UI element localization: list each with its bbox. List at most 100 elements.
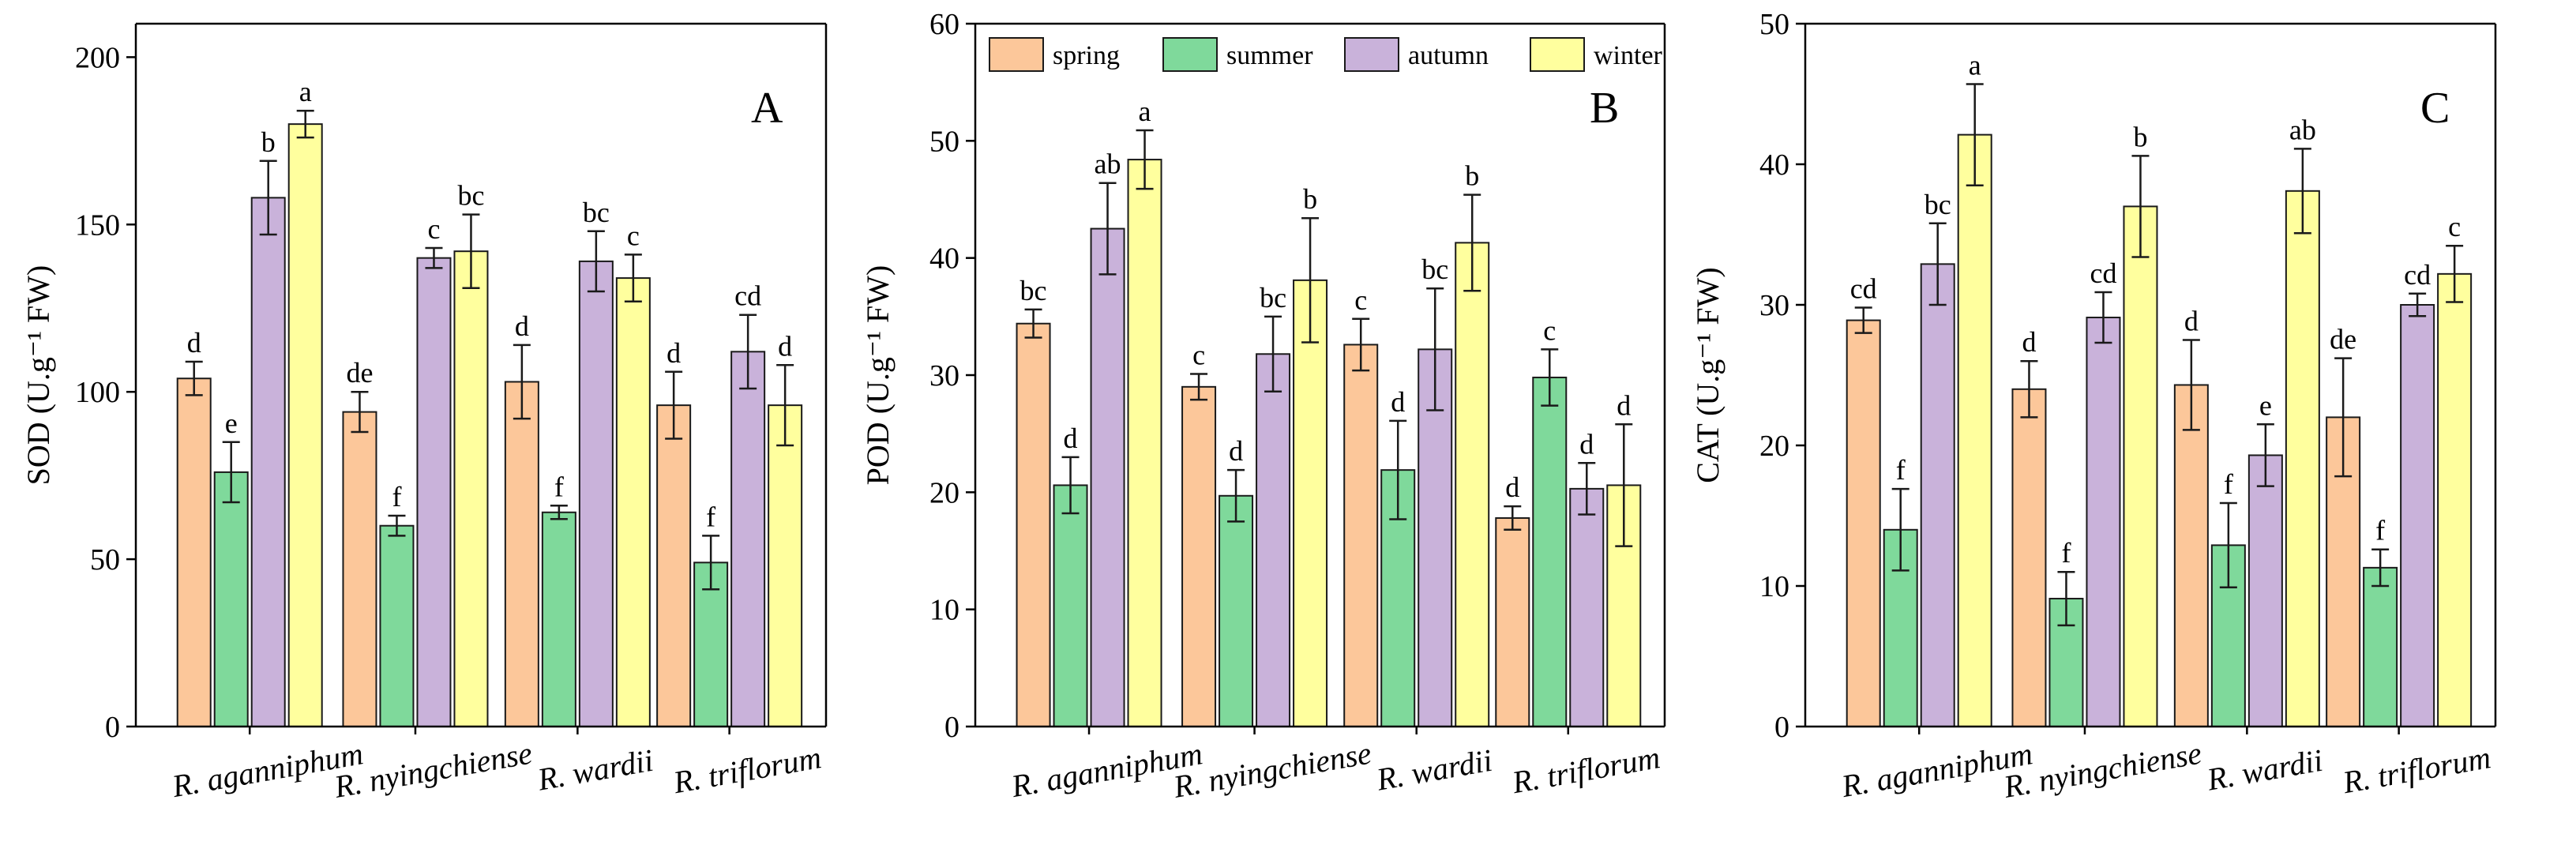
y-tick-label: 200: [75, 41, 120, 74]
significance-letter-autumn-1: b: [261, 126, 276, 158]
bar-winter-2: [1293, 279, 1328, 728]
legend-swatch-autumn: [1344, 37, 1399, 72]
significance-letter-spring-4: de: [2330, 324, 2356, 355]
significance-letter-summer-2: f: [392, 481, 401, 513]
significance-letter-spring-1: d: [187, 327, 201, 359]
y-tick-label: 50: [1759, 8, 1789, 41]
bar-summer-2: [379, 524, 415, 728]
bar-winter-4: [2437, 272, 2473, 727]
bar-summer-1: [213, 471, 249, 728]
y-tick-label: 100: [75, 376, 120, 409]
significance-letter-autumn-3: bc: [1421, 254, 1448, 285]
bar-winter-4: [768, 404, 803, 728]
legend-swatch-summer: [1162, 37, 1218, 72]
significance-letter-autumn-1: bc: [1924, 189, 1951, 220]
significance-letter-winter-1: a: [1139, 96, 1151, 127]
bar-winter-3: [615, 277, 651, 728]
bar-winter-2: [453, 250, 489, 727]
y-tick-label: 0: [944, 711, 959, 744]
bar-autumn-3: [2247, 454, 2283, 728]
significance-letter-autumn-2: cd: [2090, 257, 2116, 289]
panel-letter: B: [1590, 84, 1619, 133]
significance-letter-spring-4: d: [667, 337, 681, 369]
y-axis-title: SOD (U.g⁻¹ FW): [21, 265, 56, 486]
bar-autumn-1: [250, 197, 286, 727]
y-axis-title: CAT (U.g⁻¹ FW): [1690, 267, 1725, 483]
y-axis-title: POD (U.g⁻¹ FW): [860, 265, 896, 486]
bar-spring-3: [1343, 344, 1379, 727]
bar-autumn-1: [1920, 263, 1955, 727]
significance-letter-summer-4: c: [1543, 314, 1556, 346]
bar-winter-2: [2123, 205, 2158, 727]
significance-letter-winter-2: b: [1303, 183, 1317, 215]
bar-summer-3: [541, 511, 576, 727]
significance-letter-spring-2: d: [2022, 326, 2036, 358]
significance-letter-summer-2: d: [1229, 435, 1243, 467]
y-tick-label: 40: [929, 242, 959, 276]
significance-letter-winter-1: a: [1969, 50, 1981, 81]
significance-letter-winter-4: d: [1617, 389, 1631, 421]
significance-letter-autumn-4: cd: [2404, 259, 2431, 291]
y-tick-label: 20: [929, 476, 959, 509]
significance-letter-autumn-3: bc: [583, 197, 610, 228]
significance-letter-summer-3: f: [2224, 468, 2233, 500]
significance-letter-summer-1: e: [225, 407, 238, 439]
legend-label-spring: spring: [1053, 41, 1120, 70]
bar-autumn-2: [1256, 353, 1291, 727]
significance-letter-spring-3: d: [2184, 306, 2199, 337]
bar-winter-1: [287, 123, 323, 727]
significance-letter-spring-2: de: [346, 357, 373, 389]
y-tick-label: 0: [105, 711, 120, 744]
bar-spring-2: [1181, 385, 1217, 727]
legend: spring summer autumn winter: [989, 37, 1663, 72]
y-tick-label: 0: [1774, 711, 1789, 744]
panel-letter: C: [2420, 84, 2450, 133]
bar-spring-2: [342, 411, 377, 727]
significance-letter-winter-3: b: [1465, 160, 1479, 192]
significance-letter-autumn-4: cd: [734, 280, 761, 312]
significance-letter-summer-2: f: [2061, 537, 2071, 569]
bar-winter-1: [1957, 133, 1992, 727]
significance-letter-summer-3: d: [1391, 386, 1405, 418]
significance-letter-winter-2: bc: [457, 180, 484, 212]
y-tick-label: 50: [90, 543, 120, 576]
y-tick-label: 30: [1759, 289, 1789, 322]
significance-letter-autumn-4: d: [1579, 428, 1594, 460]
bar-autumn-4: [1569, 487, 1605, 728]
significance-letter-autumn-3: e: [2259, 389, 2272, 421]
significance-letter-winter-2: b: [2133, 121, 2147, 152]
significance-letter-winter-3: c: [627, 220, 640, 251]
y-tick-label: 60: [929, 8, 959, 41]
bar-autumn-4: [2400, 304, 2435, 727]
significance-letter-winter-4: d: [778, 330, 792, 362]
significance-letter-autumn-2: bc: [1260, 282, 1286, 314]
bar-winter-3: [2285, 190, 2320, 727]
significance-letter-winter-3: ab: [2289, 114, 2316, 145]
y-tick-label: 50: [929, 125, 959, 158]
bar-summer-1: [1053, 484, 1088, 728]
bar-summer-2: [2048, 598, 2084, 728]
legend-label-summer: summer: [1226, 41, 1313, 70]
y-tick-label: 20: [1759, 430, 1789, 463]
legend-label-autumn: autumn: [1408, 41, 1489, 70]
bar-autumn-1: [1090, 227, 1125, 728]
bar-spring-1: [176, 377, 212, 727]
bar-autumn-2: [416, 257, 452, 727]
significance-letter-autumn-1: ab: [1095, 148, 1121, 180]
significance-letter-summer-1: f: [1896, 454, 1906, 486]
bar-spring-1: [1846, 319, 1881, 727]
y-tick-label: 40: [1759, 148, 1789, 182]
significance-letter-spring-1: bc: [1020, 275, 1047, 306]
significance-letter-summer-4: f: [2375, 515, 2385, 546]
y-tick-label: 10: [1759, 570, 1789, 603]
y-tick-label: 10: [929, 594, 959, 627]
bar-spring-1: [1016, 322, 1051, 727]
significance-letter-winter-4: c: [2448, 211, 2461, 242]
significance-letter-summer-4: f: [706, 501, 715, 532]
significance-letter-spring-3: d: [515, 310, 529, 342]
bar-summer-4: [1532, 376, 1568, 727]
bar-summer-2: [1219, 494, 1254, 727]
significance-letter-spring-2: c: [1192, 340, 1205, 371]
